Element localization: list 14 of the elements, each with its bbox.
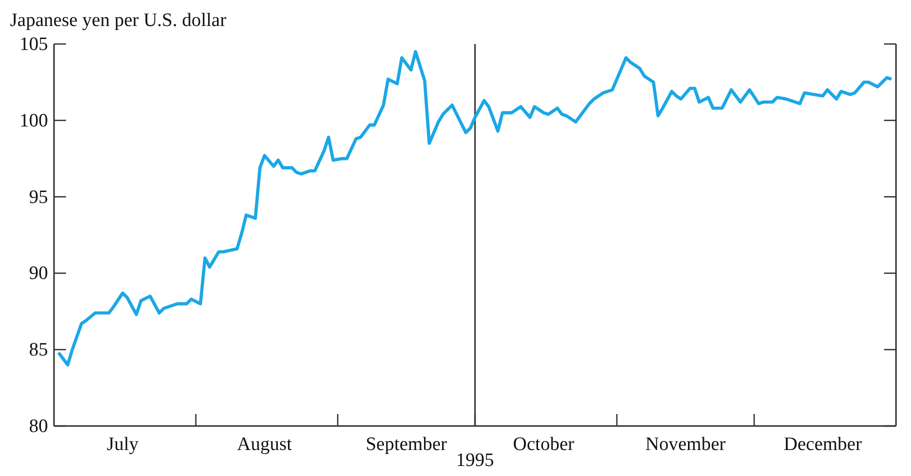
x-tick-label: December [784,434,862,455]
y-tick-label: 80 [29,416,48,437]
y-axis-title: Japanese yen per U.S. dollar [10,10,226,32]
y-tick-label: 105 [20,34,48,55]
x-tick-label: July [106,434,139,455]
y-tick-label: 100 [20,110,48,132]
x-axis-title: 1995 [456,450,494,471]
x-tick-label: August [237,434,293,455]
y-tick-label: 85 [29,340,48,361]
x-tick-label: October [513,434,575,455]
y-tick-label: 90 [29,263,48,284]
x-tick-label: September [366,434,448,455]
x-tick-label: November [645,434,726,455]
y-tick-label: 95 [29,186,48,208]
